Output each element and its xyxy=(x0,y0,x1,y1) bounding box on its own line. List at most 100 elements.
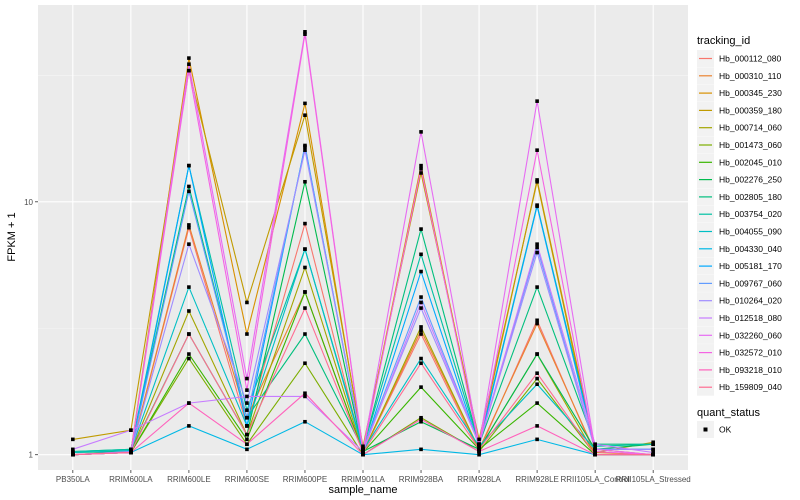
point-shape-icon xyxy=(703,427,708,432)
data-point xyxy=(303,32,307,36)
data-point xyxy=(419,295,423,299)
legend-label: Hb_009767_060 xyxy=(719,278,782,288)
legend-label: Hb_002805_180 xyxy=(719,192,782,202)
data-point xyxy=(187,56,191,60)
data-point xyxy=(303,101,307,106)
legend-item: Hb_000345_230 xyxy=(697,84,782,102)
data-point xyxy=(303,265,307,270)
legend-label: Hb_032572_010 xyxy=(719,348,782,358)
data-point xyxy=(535,148,539,152)
data-point xyxy=(593,442,597,447)
legend-item: Hb_004330_040 xyxy=(697,240,782,258)
legend-item: Hb_032572_010 xyxy=(697,344,782,362)
data-point xyxy=(245,394,249,399)
legend-item: Hb_001473_060 xyxy=(697,136,782,154)
legend-label: Hb_000112_080 xyxy=(719,54,782,64)
legend-label: Hb_004055_090 xyxy=(719,227,782,237)
legend-title: tracking_id xyxy=(697,35,750,47)
legend-label: Hb_003754_020 xyxy=(719,209,782,219)
legend-label: Hb_002045_010 xyxy=(719,157,782,167)
legend-item: Hb_000310_110 xyxy=(697,67,782,85)
data-point xyxy=(419,447,423,452)
data-point xyxy=(361,452,365,457)
legend-label: Hb_000345_230 xyxy=(719,88,782,98)
data-point xyxy=(187,242,191,246)
data-point xyxy=(419,356,423,361)
data-point xyxy=(303,144,307,149)
data-point xyxy=(535,401,539,405)
data-point xyxy=(593,452,597,457)
data-point xyxy=(303,306,307,310)
legend-item: Hb_032260_060 xyxy=(697,326,782,344)
x-tick-label: RRIM600LE xyxy=(167,475,211,484)
legend-label: Hb_032260_060 xyxy=(719,330,782,340)
legend-item: Hb_010264_020 xyxy=(697,292,782,310)
x-tick-label: RRIM600PE xyxy=(283,475,327,484)
data-point xyxy=(187,352,191,356)
data-point xyxy=(593,444,597,449)
shape-legend-title: quant_status xyxy=(697,407,760,419)
x-tick-label: RRIM600LA xyxy=(109,475,153,484)
data-point xyxy=(129,428,133,432)
data-point xyxy=(187,332,191,336)
data-point xyxy=(535,245,539,250)
data-point xyxy=(303,419,307,424)
data-point xyxy=(535,424,539,428)
data-point xyxy=(361,450,365,455)
data-point xyxy=(361,444,365,449)
data-point xyxy=(245,415,249,420)
data-point xyxy=(71,447,75,452)
data-point xyxy=(71,450,75,455)
data-point xyxy=(303,30,307,34)
legend-item: Hb_009767_060 xyxy=(697,274,782,292)
data-point xyxy=(419,332,423,336)
data-point xyxy=(535,179,539,184)
data-point xyxy=(303,290,307,294)
data-point xyxy=(419,252,423,257)
legend-item: Hb_000714_060 xyxy=(697,119,782,137)
x-tick-label: RRIM928LE xyxy=(515,475,559,484)
data-point xyxy=(303,391,307,396)
data-point xyxy=(535,250,539,255)
legend-item: Hb_005181_170 xyxy=(697,257,782,275)
data-point xyxy=(245,447,249,452)
data-point xyxy=(535,352,539,356)
data-point xyxy=(187,163,191,168)
data-point xyxy=(535,178,539,182)
data-point xyxy=(477,449,481,454)
x-axis-ticks: PB350LA RRIM600LA RRIM600LE RRIM600SE RRIM60… xyxy=(56,470,691,484)
legend-label: Hb_000310_110 xyxy=(719,71,782,81)
data-point xyxy=(303,221,307,226)
legend-label: Hb_005181_170 xyxy=(719,261,782,271)
data-point xyxy=(419,300,423,305)
data-point xyxy=(187,184,191,189)
legend-item: Hb_000112_080 xyxy=(697,50,782,67)
data-point xyxy=(651,452,655,457)
data-point xyxy=(651,442,655,447)
x-tick-label: RRIM600SE xyxy=(225,475,269,484)
data-point xyxy=(303,247,307,251)
data-point xyxy=(187,225,191,230)
data-point xyxy=(477,442,481,447)
data-point xyxy=(535,382,539,387)
legend-item: Hb_002276_250 xyxy=(697,171,782,189)
data-point xyxy=(245,408,249,412)
legend-item: Hb_012518_080 xyxy=(697,309,782,327)
data-point xyxy=(187,356,191,361)
y-axis-ticks: 1 10 xyxy=(24,198,38,460)
legend-label: OK xyxy=(719,425,732,435)
x-tick-label: RRII105LA_Stressed xyxy=(616,475,691,484)
data-point xyxy=(419,269,423,274)
data-point xyxy=(187,189,191,194)
data-point xyxy=(419,306,423,310)
data-point xyxy=(419,167,423,171)
data-point xyxy=(245,424,249,428)
legend-label: Hb_000359_180 xyxy=(719,105,782,115)
data-point xyxy=(535,376,539,381)
data-point xyxy=(593,447,597,452)
data-point xyxy=(245,432,249,437)
data-point xyxy=(187,309,191,313)
data-point xyxy=(419,385,423,389)
legend-label: Hb_001473_060 xyxy=(719,140,782,150)
legend-item: Hb_159809_040 xyxy=(697,378,782,396)
